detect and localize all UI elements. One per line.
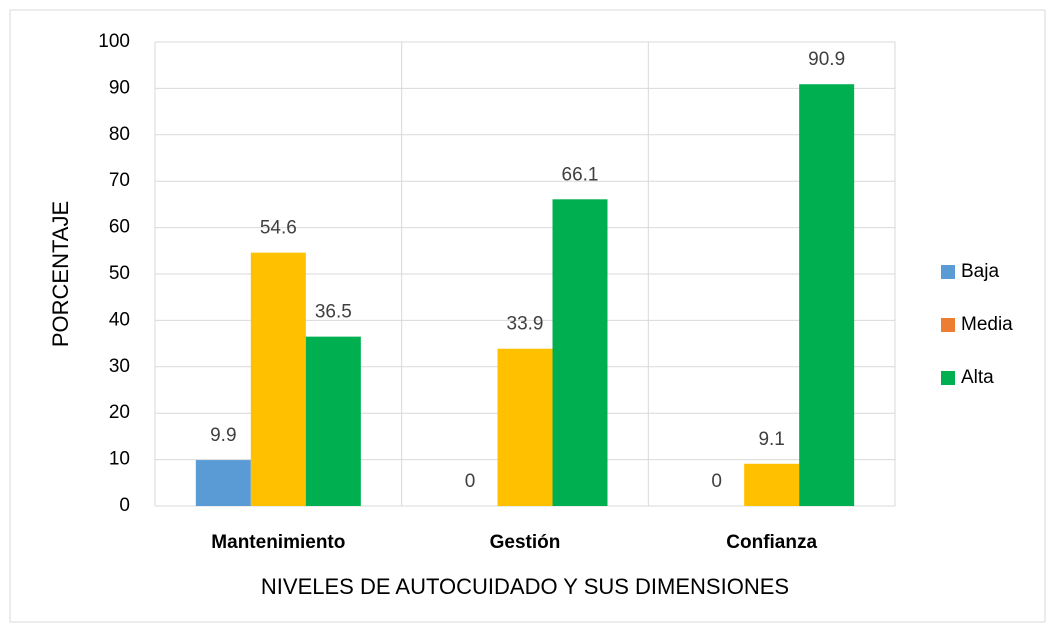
y-tick-label: 10	[109, 449, 130, 470]
chart-border	[9, 9, 1046, 623]
y-tick-label: 20	[109, 402, 130, 423]
y-tick-label: 60	[109, 217, 130, 238]
y-tick-label: 80	[109, 124, 130, 145]
legend-swatch	[941, 371, 955, 385]
x-tick-label: Confianza	[726, 532, 817, 553]
y-tick-label: 50	[109, 263, 130, 284]
y-tick-label: 90	[109, 77, 130, 98]
y-tick-label: 0	[119, 495, 130, 516]
data-label: 90.9	[808, 49, 845, 70]
data-label: 33.9	[507, 314, 544, 335]
y-tick-label: 30	[109, 356, 130, 377]
y-axis-label: PORCENTAJE	[48, 201, 73, 347]
x-tick-label: Gestión	[490, 532, 561, 553]
data-label: 9.1	[758, 429, 784, 450]
data-label: 66.1	[562, 164, 599, 185]
legend-label: Media	[961, 314, 1013, 335]
x-tick-label: Mantenimiento	[211, 532, 345, 553]
bar	[250, 252, 306, 506]
data-label: 0	[711, 471, 722, 492]
bar	[552, 199, 608, 506]
legend-label: Alta	[961, 367, 994, 388]
bar	[744, 463, 800, 506]
bar	[497, 348, 553, 506]
data-label: 0	[465, 471, 476, 492]
data-label: 36.5	[315, 302, 352, 323]
legend-swatch	[941, 265, 955, 279]
legend-swatch	[941, 318, 955, 332]
bar	[305, 336, 361, 506]
legend-label: Baja	[961, 261, 999, 282]
data-label: 54.6	[260, 218, 297, 239]
bar	[799, 84, 855, 506]
y-tick-label: 40	[109, 309, 130, 330]
data-label: 9.9	[210, 425, 236, 446]
y-tick-label: 70	[109, 170, 130, 191]
y-tick-label: 100	[98, 31, 130, 52]
bar	[195, 460, 251, 506]
x-axis-label: NIVELES DE AUTOCUIDADO Y SUS DIMENSIONES	[261, 574, 789, 599]
